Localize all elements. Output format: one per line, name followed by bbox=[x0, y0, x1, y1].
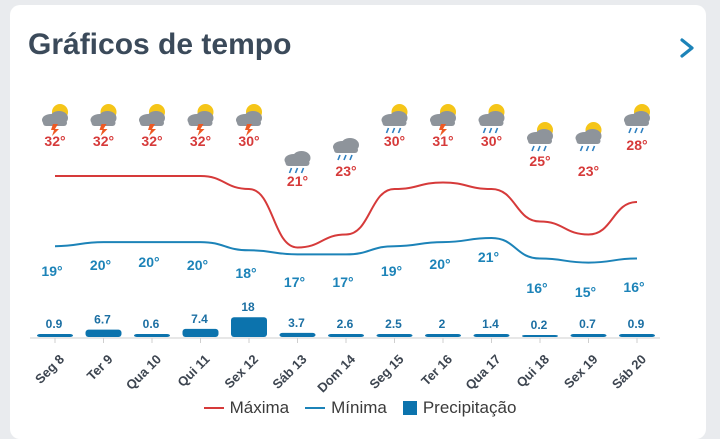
legend-max: Máxima bbox=[203, 398, 290, 418]
min-temp-label: 21° bbox=[478, 249, 499, 265]
max-temp-label: 31° bbox=[432, 133, 453, 149]
day-label: Qui 18 bbox=[513, 352, 552, 391]
precip-value-label: 0.7 bbox=[579, 317, 596, 331]
precip-bar bbox=[473, 334, 510, 337]
day-label: Sex 12 bbox=[221, 352, 261, 392]
min-temp-label: 20° bbox=[187, 257, 208, 273]
chart-legend: Máxima Mínima Precipitação bbox=[0, 398, 720, 418]
precip-bar bbox=[425, 334, 461, 337]
precip-value-label: 2.6 bbox=[337, 317, 354, 331]
weather-chart: 32° 32° 32° 32° 30° 21° 23° 30° 31° 30° 25° 23° 28° 1… bbox=[30, 104, 660, 395]
legend-min-swatch bbox=[305, 407, 326, 409]
min-temp-label: 19° bbox=[381, 263, 402, 279]
precip-value-label: 6.7 bbox=[94, 313, 111, 327]
precip-bar bbox=[37, 334, 73, 337]
min-temp-label: 17° bbox=[284, 274, 305, 290]
precip-bar bbox=[231, 317, 267, 337]
sun-cloud-lightning-icon bbox=[90, 104, 117, 136]
weather-charts-card bbox=[10, 5, 706, 439]
sun-cloud-rain-icon bbox=[381, 104, 408, 134]
max-temp-label: 32° bbox=[93, 133, 114, 149]
precip-value-label: 18 bbox=[241, 300, 255, 314]
day-label: Sex 19 bbox=[561, 352, 601, 392]
day-label: Ter 16 bbox=[418, 352, 455, 389]
max-temp-label: 30° bbox=[481, 133, 502, 149]
precip-bar bbox=[522, 335, 558, 337]
day-label: Sáb 20 bbox=[609, 352, 649, 392]
precip-value-label: 2.5 bbox=[385, 317, 402, 331]
sun-cloud-lightning-icon bbox=[139, 104, 165, 136]
precip-value-label: 0.6 bbox=[143, 317, 160, 331]
precip-bar bbox=[376, 334, 413, 337]
cloud-rain-icon bbox=[333, 138, 359, 161]
legend-min: Mínima bbox=[305, 398, 387, 418]
page-title: Gráficos de tempo bbox=[28, 28, 292, 61]
day-label: Qui 11 bbox=[174, 352, 212, 390]
max-temp-label: 30° bbox=[238, 133, 259, 149]
sun-cloud-rain-icon bbox=[478, 104, 505, 134]
precip-value-label: 0.9 bbox=[628, 317, 645, 331]
max-temp-label: 21° bbox=[287, 173, 308, 189]
max-temp-label: 30° bbox=[384, 133, 405, 149]
max-temp-label: 32° bbox=[141, 133, 162, 149]
legend-min-label: Mínima bbox=[331, 398, 387, 417]
precip-value-label: 7.4 bbox=[191, 312, 208, 326]
precip-bar bbox=[134, 334, 170, 337]
max-temp-label: 28° bbox=[626, 137, 647, 153]
day-label: Sáb 13 bbox=[269, 352, 309, 392]
precip-bar bbox=[328, 334, 364, 337]
min-temp-label: 19° bbox=[41, 263, 62, 279]
min-temp-label: 16° bbox=[623, 279, 644, 295]
sun-cloud-lightning-icon bbox=[42, 104, 68, 136]
day-label: Seg 15 bbox=[366, 352, 406, 392]
precip-value-label: 0.9 bbox=[46, 317, 63, 331]
sun-cloud-rain-icon bbox=[624, 104, 650, 134]
sun-cloud-rain-icon bbox=[575, 122, 602, 152]
precip-value-label: 3.7 bbox=[288, 316, 305, 330]
precip-bar bbox=[279, 332, 316, 337]
min-temp-label: 17° bbox=[332, 274, 353, 290]
precip-bar bbox=[85, 329, 122, 337]
max-temp-label: 25° bbox=[529, 153, 550, 169]
min-temp-label: 18° bbox=[235, 265, 256, 281]
sun-cloud-lightning-icon bbox=[187, 104, 214, 136]
sun-cloud-lightning-icon bbox=[236, 104, 262, 136]
legend-max-label: Máxima bbox=[229, 398, 290, 417]
precip-bar bbox=[182, 328, 219, 337]
min-temp-label: 16° bbox=[526, 280, 547, 296]
min-temp-label: 20° bbox=[138, 254, 159, 270]
day-label: Seg 8 bbox=[32, 352, 67, 387]
max-temp-label: 32° bbox=[190, 133, 211, 149]
min-temp-label: 20° bbox=[429, 256, 450, 272]
sun-cloud-rain-icon bbox=[527, 122, 553, 152]
precip-value-label: 0.2 bbox=[531, 318, 548, 332]
cloud-rain-icon bbox=[284, 151, 311, 174]
min-temp-label: 15° bbox=[575, 284, 596, 300]
series-max-line bbox=[54, 174, 638, 249]
chevron-right-icon[interactable] bbox=[676, 32, 700, 64]
precip-value-label: 1.4 bbox=[482, 317, 499, 331]
day-label: Dom 14 bbox=[314, 351, 358, 395]
max-temp-label: 23° bbox=[578, 163, 599, 179]
legend-precip: Precipitação bbox=[402, 398, 517, 418]
legend-max-swatch bbox=[203, 407, 224, 409]
day-label: Ter 9 bbox=[84, 352, 116, 384]
precip-bar bbox=[619, 334, 655, 337]
max-temp-label: 23° bbox=[335, 163, 356, 179]
min-temp-label: 20° bbox=[90, 257, 111, 273]
precip-value-label: 2 bbox=[439, 317, 446, 331]
day-label: Qua 17 bbox=[462, 352, 503, 393]
legend-precip-swatch bbox=[402, 401, 417, 415]
series-min-line bbox=[54, 236, 638, 264]
sun-cloud-lightning-icon bbox=[430, 104, 456, 136]
legend-precip-label: Precipitação bbox=[422, 398, 517, 417]
precip-bar bbox=[570, 334, 607, 337]
max-temp-label: 32° bbox=[44, 133, 65, 149]
day-label: Qua 10 bbox=[123, 352, 164, 393]
